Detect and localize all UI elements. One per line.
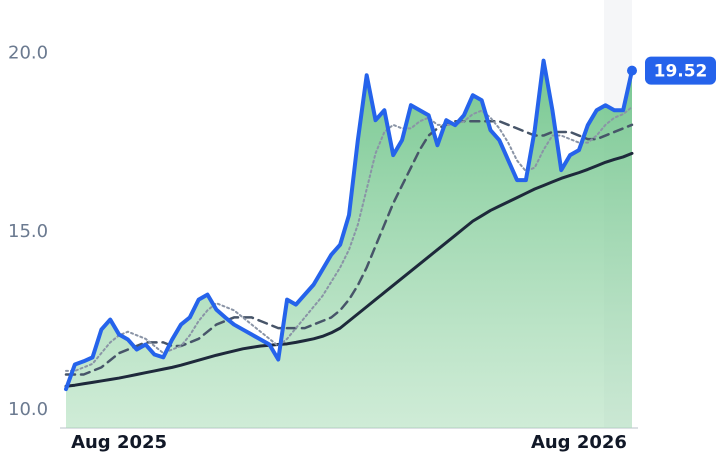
price-area	[66, 60, 632, 429]
moving-average-line	[64, 120, 634, 376]
last-point	[627, 65, 637, 76]
y-tick-label: 20.0	[8, 43, 48, 64]
last-value-label: 19.52	[654, 62, 708, 82]
price-line	[64, 58, 634, 392]
x-tick-label: Aug 2025	[71, 432, 167, 453]
y-tick-label: 10.0	[8, 399, 48, 420]
moving-average-line	[65, 106, 633, 372]
x-tick-label: Aug 2026	[531, 432, 627, 453]
last-value-badge	[645, 56, 716, 85]
y-tick-label: 15.0	[8, 221, 48, 242]
moving-average-line	[64, 151, 634, 388]
